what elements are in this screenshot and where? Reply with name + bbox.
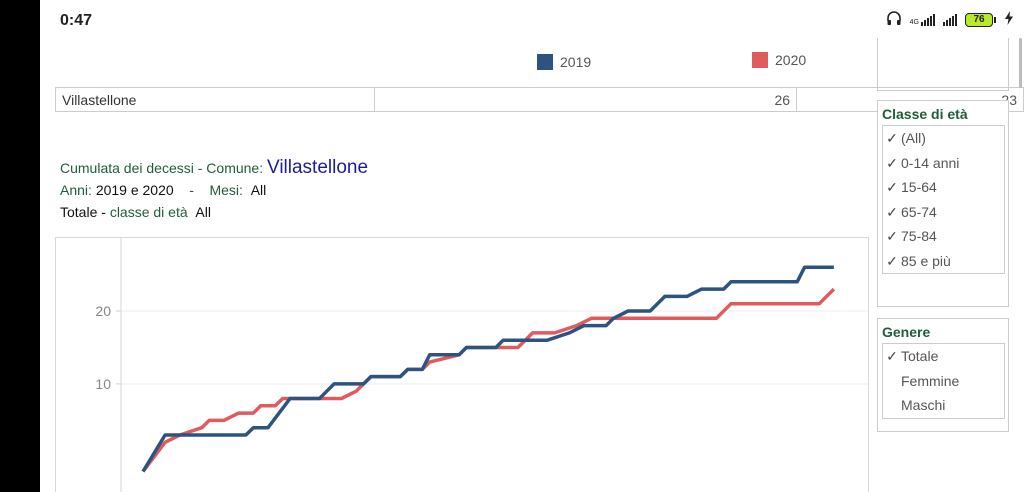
filter-list-age: ✓ (All) ✓ 0-14 anni ✓ 15-64 ✓ 65-74 ✓ 75-84 ✓… <box>882 125 1005 274</box>
charging-bolt-icon <box>1004 11 1014 28</box>
series-line-2019[interactable] <box>141 265 834 473</box>
legend-label-2019: 2019 <box>560 54 592 70</box>
legend-label-2020: 2020 <box>775 52 807 68</box>
signal-strength-icon <box>921 13 935 26</box>
legend-item-2020[interactable]: 2020 <box>752 52 806 68</box>
filter-option-75-84[interactable]: ✓ 75-84 <box>883 224 1004 249</box>
check-icon: ✓ <box>886 348 898 364</box>
filter-option-0-14[interactable]: ✓ 0-14 anni <box>883 151 1004 176</box>
filter-option-all[interactable]: ✓ (All) <box>883 126 1004 151</box>
y-tick-label-10: 10 <box>95 376 111 392</box>
commune-name: Villastellone <box>267 157 369 178</box>
legend-item-2019[interactable]: 2019 <box>537 54 591 70</box>
filter-option-femmine[interactable]: Femmine <box>901 372 960 389</box>
check-icon: ✓ <box>886 130 898 146</box>
check-icon: ✓ <box>886 203 898 220</box>
check-icon: ✓ <box>886 228 898 244</box>
filter-option-15-64[interactable]: ✓ 15-64 <box>883 175 1004 200</box>
chart-frame: 10 20 <box>55 237 869 492</box>
title-line-1: Cumulata dei decessi - Comune: Villastel… <box>60 157 369 178</box>
title-line-2: Anni: 2019 e 2020 - Mesi: All <box>60 182 267 198</box>
y-tick-label-20: 20 <box>95 303 111 319</box>
network-4g-icon: 4G <box>910 13 935 26</box>
filter-option-totale[interactable]: ✓ Totale <box>883 344 1004 369</box>
check-icon: ✓ <box>886 154 898 171</box>
signal-strength-icon-2 <box>943 13 957 26</box>
filter-title-gender: Genere <box>882 324 931 340</box>
status-icons: 4G 76 <box>886 10 1014 29</box>
filter-panel-gender: Genere ✓ Totale Femmine Maschi <box>877 318 1009 432</box>
filter-option-85-plus[interactable]: ✓ 85 e più <box>883 249 1004 274</box>
filter-title-age: Classe di età <box>882 106 968 122</box>
table-cell-comune: Villastellone <box>55 87 375 112</box>
clock: 0:47 <box>60 12 93 29</box>
filter-panel-top <box>877 38 1009 91</box>
legend: 2019 2020 <box>40 52 870 76</box>
filter-option-65-74[interactable]: ✓ 65-74 <box>883 200 1004 225</box>
filter-option-maschi[interactable]: Maschi <box>901 397 946 413</box>
check-icon: ✓ <box>886 252 898 269</box>
filter-list-gender: ✓ Totale Femmine Maschi <box>882 343 1005 419</box>
table-cell-2019: 26 <box>373 87 798 112</box>
scrollbar[interactable] <box>1019 38 1022 88</box>
title-line-3: Totale - classe di età All <box>60 204 211 220</box>
battery-icon: 76 <box>965 12 996 27</box>
series-line-2020[interactable] <box>141 287 836 473</box>
screen: 0:47 4G 76 2019 2020 <box>40 0 1024 492</box>
headphones-icon <box>886 10 902 29</box>
battery-level: 76 <box>965 12 993 27</box>
legend-swatch-2019 <box>537 54 553 70</box>
cumulative-deaths-chart: 10 20 <box>95 238 868 492</box>
filter-panel-age: Classe di età ✓ (All) ✓ 0-14 anni ✓ 15-64 ✓… <box>877 100 1009 307</box>
legend-swatch-2020 <box>752 52 768 68</box>
check-icon: ✓ <box>886 179 898 195</box>
status-bar: 0:47 4G 76 <box>40 0 1024 44</box>
chart-title-block: Cumulata dei decessi - Comune: Villastel… <box>60 157 368 223</box>
